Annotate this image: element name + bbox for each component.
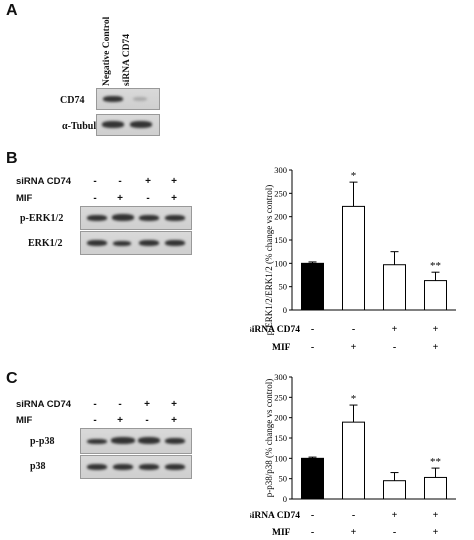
chart-p38-ytick-label-1: 50 bbox=[279, 474, 288, 484]
chart-erk-bar-1 bbox=[342, 205, 365, 311]
chart-erk-mif-sign-3: + bbox=[433, 342, 439, 353]
blot-p-p38 bbox=[80, 428, 192, 454]
chart-erk-xrow-label-sirna: siRNA CD74 bbox=[250, 325, 300, 335]
chart-p38-ytick-label-4: 200 bbox=[274, 413, 287, 423]
panel-b-letter: B bbox=[6, 150, 18, 167]
chart-erk-mif-sign-1: + bbox=[351, 342, 357, 353]
chart-erk: p-ERK1/2/ERK1/2 (% change vs control) 0 5… bbox=[250, 165, 456, 353]
panel-c-sirna-sign-1: - bbox=[93, 399, 97, 410]
panel-b-mif-sign-4: + bbox=[171, 193, 177, 204]
chart-p38-ytick-label-2: 100 bbox=[274, 453, 287, 463]
panel-c-mif-sign-3: - bbox=[145, 415, 149, 426]
chart-erk-mif-sign-0: - bbox=[311, 342, 314, 353]
panel-b-mif-sign-1: - bbox=[93, 193, 97, 204]
blot-p-erk bbox=[80, 206, 192, 230]
blot-alpha-tubulin bbox=[96, 114, 160, 136]
chart-erk-sig-3: ** bbox=[430, 260, 441, 272]
panel-c-mif-sign-2: + bbox=[117, 415, 123, 426]
chart-p38-bar-3 bbox=[424, 476, 447, 500]
panel-b-sirna-sign-1: - bbox=[93, 176, 97, 187]
chart-p38-bar-1 bbox=[342, 421, 365, 500]
chart-p38-mif-sign-3: + bbox=[433, 527, 439, 538]
row-label-alpha-tubulin: α-Tubulin bbox=[62, 121, 105, 132]
chart-p38-sig-3: ** bbox=[430, 456, 441, 468]
chart-p38-sirna-sign-2: + bbox=[392, 510, 398, 521]
chart-erk-sirna-sign-0: - bbox=[311, 324, 314, 335]
chart-erk-ytick-label-6: 300 bbox=[274, 165, 287, 175]
chart-erk-bar-3 bbox=[424, 280, 447, 311]
chart-erk-ytick-label-2: 100 bbox=[274, 258, 287, 268]
chart-p38-bar-2 bbox=[383, 480, 406, 500]
panel-b-mif-sign-3: - bbox=[146, 193, 150, 204]
chart-erk-ytick-label-4: 200 bbox=[274, 212, 287, 222]
panel-c-letter: C bbox=[6, 370, 18, 387]
chart-p38-ytick-label-0: 0 bbox=[283, 494, 287, 504]
column-label-negative-control: Negative Control bbox=[102, 16, 112, 86]
chart-p38-sig-1: * bbox=[351, 393, 357, 405]
panel-a-letter: A bbox=[6, 2, 18, 19]
row-label-cd74: CD74 bbox=[60, 95, 85, 106]
panel-b-sirna-sign-4: + bbox=[171, 176, 177, 187]
panel-b-sirna-label: siRNA CD74 bbox=[16, 176, 72, 187]
panel-c-sirna-label: siRNA CD74 bbox=[16, 399, 72, 410]
chart-erk-mif-sign-2: - bbox=[393, 342, 396, 353]
panel-b-sirna-sign-2: - bbox=[118, 176, 122, 187]
chart-p38-sirna-sign-1: - bbox=[352, 510, 355, 521]
blot-erk bbox=[80, 231, 192, 255]
chart-erk-ylabel: p-ERK1/2/ERK1/2 (% change vs control) bbox=[264, 185, 274, 335]
panel-b-mif-label: MIF bbox=[16, 193, 33, 204]
chart-erk-ytick-label-0: 0 bbox=[283, 305, 287, 315]
chart-erk-bar-2 bbox=[383, 264, 406, 311]
blot-p38 bbox=[80, 455, 192, 479]
chart-p38-ytick-label-6: 300 bbox=[274, 372, 287, 382]
panel-c-mif-sign-4: + bbox=[171, 415, 177, 426]
chart-erk-ytick-label-3: 150 bbox=[274, 235, 287, 245]
chart-erk-ytick-label-1: 50 bbox=[279, 282, 288, 292]
chart-erk-sirna-sign-2: + bbox=[392, 324, 398, 335]
chart-erk-bar-0 bbox=[301, 262, 324, 311]
panel-c-sirna-sign-4: + bbox=[171, 399, 177, 410]
panel-c-mif-label: MIF bbox=[16, 415, 33, 426]
chart-p38-mif-sign-0: - bbox=[311, 527, 314, 538]
row-label-erk: ERK1/2 bbox=[28, 238, 63, 249]
panel-c-sirna-sign-3: + bbox=[144, 399, 150, 410]
chart-p38-ytick-label-3: 150 bbox=[274, 433, 287, 443]
chart-erk-sirna-sign-3: + bbox=[433, 324, 439, 335]
panel-c-sirna-sign-2: - bbox=[118, 399, 122, 410]
panel-c-mif-sign-1: - bbox=[93, 415, 97, 426]
panel-b-sirna-sign-3: + bbox=[145, 176, 151, 187]
chart-erk-xrow-label-mif: MIF bbox=[272, 343, 291, 353]
row-label-p38: p38 bbox=[30, 461, 46, 472]
row-label-p-p38: p-p38 bbox=[30, 436, 55, 447]
chart-erk-sirna-sign-1: - bbox=[352, 324, 355, 335]
chart-p38-sirna-sign-0: - bbox=[311, 510, 314, 521]
panel-b-mif-sign-2: + bbox=[117, 193, 123, 204]
chart-p38-xrow-label-mif: MIF bbox=[272, 528, 291, 538]
chart-erk-ytick-label-5: 250 bbox=[274, 188, 287, 198]
chart-p38-bar-0 bbox=[301, 457, 324, 500]
chart-p38-sirna-sign-3: + bbox=[433, 510, 439, 521]
chart-p38-ylabel: p-p38/p38 (% change vs control) bbox=[264, 379, 274, 497]
chart-p38-ytick-label-5: 250 bbox=[274, 392, 287, 402]
chart-erk-sig-1: * bbox=[351, 170, 357, 182]
chart-p38-xrow-label-sirna: siRNA CD74 bbox=[250, 511, 300, 521]
column-label-sirna-cd74: siRNA CD74 bbox=[122, 34, 132, 86]
row-label-p-erk: p-ERK1/2 bbox=[20, 213, 64, 224]
chart-p38: p-p38/p38 (% change vs control) 0 50 100 15… bbox=[250, 372, 456, 538]
blot-cd74 bbox=[96, 88, 160, 110]
chart-p38-mif-sign-2: - bbox=[393, 527, 396, 538]
chart-p38-mif-sign-1: + bbox=[351, 527, 357, 538]
